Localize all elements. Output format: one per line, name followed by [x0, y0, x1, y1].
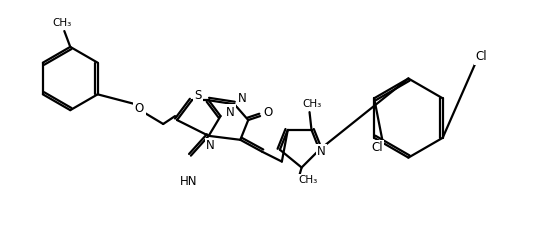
Text: N: N — [206, 139, 215, 152]
Text: N: N — [317, 145, 326, 158]
Text: Cl: Cl — [476, 50, 488, 63]
Text: O: O — [135, 102, 144, 115]
Text: CH₃: CH₃ — [53, 18, 72, 28]
Text: S: S — [194, 89, 201, 102]
Text: CH₃: CH₃ — [302, 99, 321, 109]
Text: O: O — [263, 106, 273, 119]
Text: HN: HN — [180, 175, 198, 188]
Text: N: N — [238, 92, 246, 105]
Text: Cl: Cl — [371, 141, 382, 154]
Text: CH₃: CH₃ — [298, 175, 317, 185]
Text: N: N — [226, 106, 235, 119]
